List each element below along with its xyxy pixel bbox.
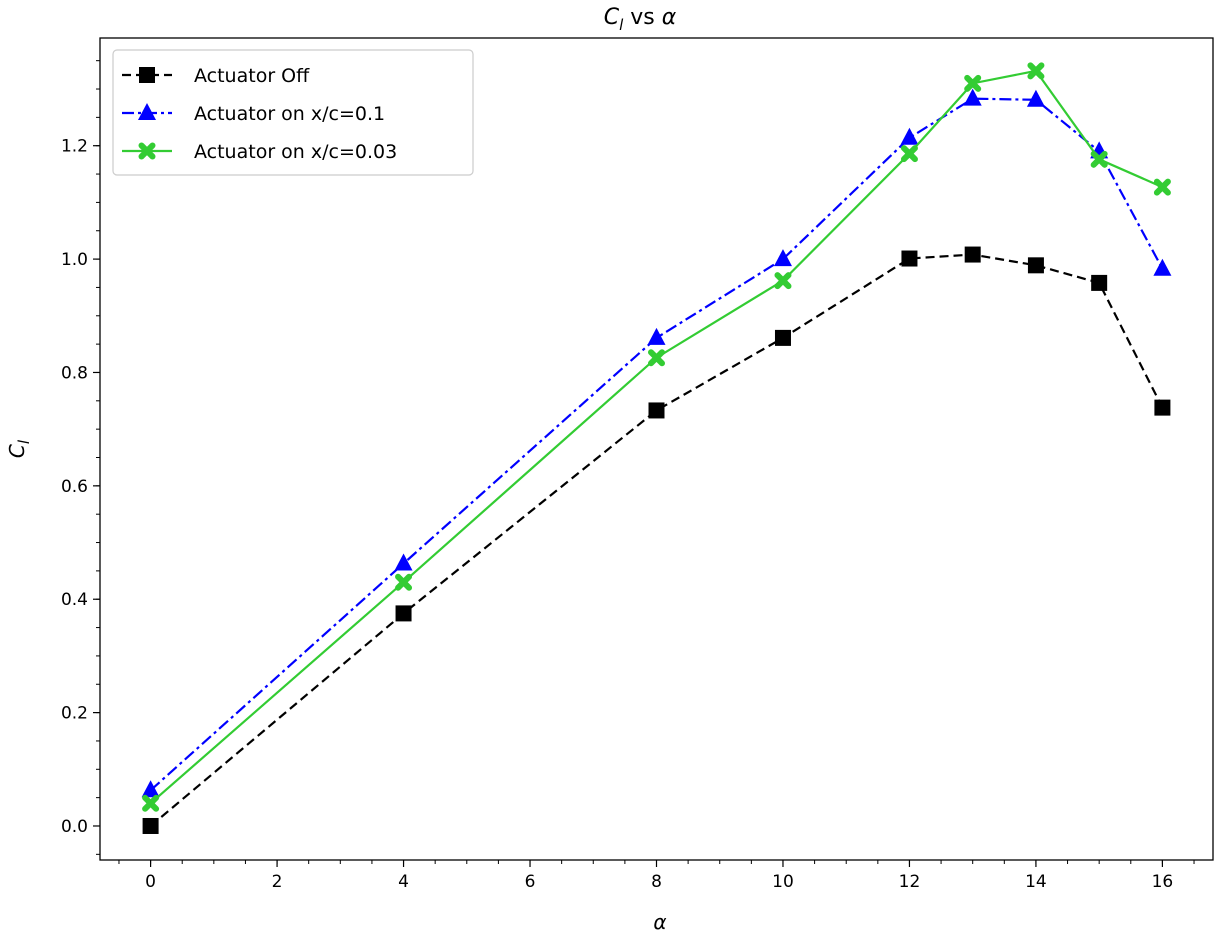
data-point	[648, 349, 665, 367]
series-layer	[141, 62, 1172, 834]
data-point	[1153, 258, 1172, 276]
y-tick-label: 0.2	[61, 704, 88, 724]
data-point	[964, 246, 981, 263]
marker-stroke	[648, 349, 665, 367]
data-point	[900, 145, 918, 163]
marker-stroke	[395, 573, 413, 591]
y-tick-label: 1.0	[61, 250, 88, 270]
legend-marker	[138, 142, 156, 160]
marker-stroke	[1090, 150, 1108, 168]
marker-stroke	[1027, 62, 1045, 80]
data-point	[648, 402, 665, 419]
series-line	[149, 253, 1164, 827]
data-point	[1090, 150, 1108, 168]
data-point	[1091, 274, 1108, 291]
y-tick-label: 0.4	[61, 590, 88, 610]
data-point	[141, 780, 160, 798]
axes-layer: 0 2 4 6 8 10 12 14 16 0.0 0.2 0.4 0.6 0.8 1.0 1.2	[61, 60, 1195, 892]
legend-entry: Actuator on x/c=0.03	[122, 141, 397, 163]
y-tick-label: 0.8	[61, 363, 88, 383]
data-point	[963, 88, 982, 106]
data-point	[394, 553, 413, 571]
series-1	[142, 246, 1171, 834]
x-tick-label: 8	[651, 872, 662, 892]
legend-marker	[139, 67, 155, 83]
data-point	[142, 794, 160, 812]
legend-label: Actuator Off	[194, 65, 310, 87]
legend-entry: Actuator Off	[122, 65, 310, 87]
x-tick-label: 4	[398, 872, 409, 892]
legend-entry: Actuator on x/c=0.1	[122, 103, 385, 125]
data-point	[647, 327, 666, 345]
data-point	[1027, 62, 1045, 80]
x-axis-label: α	[653, 910, 666, 934]
x-tick-label: 0	[145, 872, 156, 892]
y-axis-label: Cl	[5, 439, 33, 458]
x-tick-label: 2	[272, 872, 283, 892]
y-tick-label: 0.0	[61, 817, 88, 837]
x-tick-label: 16	[1152, 872, 1174, 892]
data-point	[1154, 399, 1171, 416]
data-point	[901, 250, 918, 267]
data-point	[964, 74, 982, 92]
data-point	[1026, 89, 1045, 107]
legend-frame	[112, 49, 474, 176]
series-2	[141, 88, 1172, 798]
data-point	[395, 573, 413, 591]
series-line	[149, 69, 1163, 805]
marker-stroke	[142, 794, 160, 812]
series-3	[142, 62, 1171, 812]
data-point	[1153, 178, 1171, 196]
data-point	[142, 817, 159, 834]
series-line	[149, 97, 1164, 792]
marker-stroke	[964, 74, 982, 92]
x-tick-label: 6	[525, 872, 536, 892]
legend: Actuator Off Actuator on x/c=0.1 Actuator …	[112, 49, 474, 176]
y-tick-label: 1.2	[61, 137, 88, 157]
legend-label: Actuator on x/c=0.03	[194, 141, 397, 163]
data-point	[395, 605, 412, 622]
chart-title: Cl vs α	[604, 5, 677, 34]
x-tick-label: 14	[1025, 872, 1047, 892]
data-point	[774, 272, 792, 290]
data-point	[900, 127, 919, 145]
x-tick-label: 12	[899, 872, 921, 892]
legend-label: Actuator on x/c=0.1	[194, 103, 385, 125]
x-tick-label: 10	[772, 872, 794, 892]
marker-stroke	[900, 145, 918, 163]
marker-stroke	[138, 142, 156, 160]
legend-marker	[138, 103, 156, 120]
marker-stroke	[1153, 178, 1171, 196]
marker-stroke	[774, 272, 792, 290]
data-point	[773, 249, 792, 267]
data-point	[774, 329, 791, 346]
data-point	[1027, 257, 1044, 274]
y-tick-label: 0.6	[61, 477, 88, 497]
legend-entries: Actuator Off Actuator on x/c=0.1 Actuator …	[122, 65, 397, 163]
